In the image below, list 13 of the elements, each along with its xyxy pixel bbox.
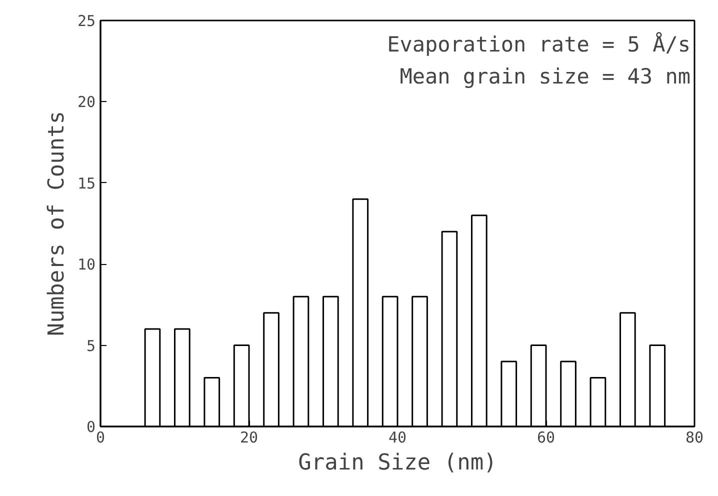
y-axis-title: Numbers of Counts [44,110,70,336]
x-tick-label: 40 [388,428,407,446]
x-axis-title: Grain Size (nm) [298,450,497,476]
x-tick-label: 60 [536,428,556,446]
y-tick-label: 15 [77,174,96,192]
y-tick-label: 10 [77,256,96,274]
y-tick-label: 25 [77,12,96,30]
annotation: Evaporation rate = 5 Å/s [387,32,691,56]
y-tick-label: 20 [77,93,96,112]
x-tick-label: 80 [685,428,704,446]
x-tick-label: 20 [240,428,258,446]
annotation: Mean grain size = 43 nm [400,64,691,88]
y-tick-label: 5 [86,336,96,355]
